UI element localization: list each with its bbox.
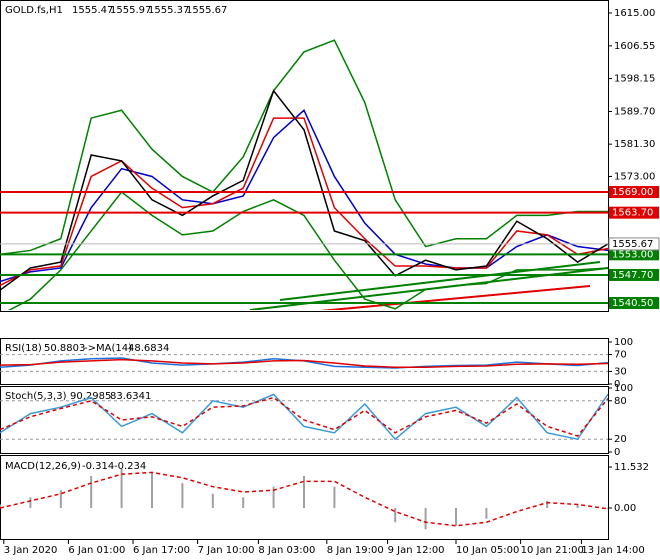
level-tag-label: 1563.70 — [612, 208, 653, 219]
histogram-bar — [424, 507, 427, 530]
current-price-tag — [608, 237, 660, 251]
panel — [0, 354, 608, 372]
series-line — [0, 471, 608, 527]
y-tick-label: 1573.00 — [614, 171, 655, 182]
histogram-bar — [485, 507, 488, 519]
ohlc-value: 1555.37 — [148, 5, 189, 16]
level-tag-label: 1547.70 — [612, 270, 653, 281]
histogram-bar — [576, 504, 579, 508]
histogram-bar — [333, 486, 336, 508]
y-tick-label: 11.532 — [614, 462, 649, 473]
panel — [0, 468, 608, 530]
x-tick-label: 13 Jan 14:00 — [581, 545, 644, 556]
x-tick-label: 6 Jan 01:00 — [68, 545, 125, 556]
histogram-bar — [211, 493, 214, 508]
x-tick-label: 9 Jan 12:00 — [388, 545, 445, 556]
level-tag-label: 1569.00 — [612, 187, 653, 198]
series-line — [0, 357, 608, 369]
histogram-bar — [607, 507, 608, 510]
level-tag-label: 1553.00 — [612, 249, 653, 260]
series-line — [0, 396, 608, 437]
y-tick-label: 1615.00 — [614, 8, 655, 19]
macd-value: -0.234 — [114, 461, 146, 472]
stoch-value: 90.2985 — [70, 391, 111, 402]
histogram-bar — [151, 472, 153, 508]
stoch-frame — [0, 386, 609, 454]
y-tick-label: 100 — [614, 383, 633, 394]
ohlc-value: 1555.97 — [110, 5, 151, 16]
histogram-bar — [120, 468, 123, 508]
series-line — [0, 89, 608, 291]
y-tick-label: 1589.70 — [614, 106, 655, 117]
y-tick-label: 30 — [614, 366, 627, 377]
x-tick-label: 10 Jan 05:00 — [456, 545, 519, 556]
y-tick-label: 80 — [614, 396, 627, 407]
series-line — [0, 109, 608, 283]
histogram-bar — [242, 497, 245, 508]
macd-frame — [0, 455, 609, 540]
panel — [0, 393, 608, 441]
panel — [0, 39, 608, 310]
level-tag-label: 1540.50 — [612, 298, 653, 309]
histogram-bar — [59, 490, 62, 508]
histogram-bar — [546, 500, 549, 508]
y-tick-label: 0.00 — [614, 503, 636, 514]
x-tick-label: 6 Jan 17:00 — [133, 545, 190, 556]
series-line — [0, 117, 608, 287]
y-tick-label: 1606.55 — [614, 41, 655, 52]
rsi-frame — [0, 338, 609, 385]
symbol-label: GOLD.fs,H1 — [5, 5, 63, 16]
level-tag — [609, 206, 659, 219]
series-line — [0, 39, 608, 256]
rsi-label: RSI(18) — [5, 343, 42, 354]
x-tick-label: 10 Jan 21:00 — [521, 545, 584, 556]
x-tick-label: 7 Jan 10:00 — [198, 545, 255, 556]
x-tick-label: 8 Jan 19:00 — [327, 545, 384, 556]
histogram-bar — [90, 475, 93, 508]
level-tag — [609, 296, 659, 309]
macd-value: -0.314 — [82, 461, 114, 472]
x-tick-label: 3 Jan 2020 — [4, 545, 58, 556]
y-tick-label: 1598.15 — [614, 74, 655, 85]
x-tick-label: 8 Jan 03:00 — [258, 545, 315, 556]
y-tick-label: 0 — [614, 379, 620, 390]
series-line — [0, 358, 608, 368]
histogram-bar — [394, 507, 397, 523]
y-tick-label: 100 — [614, 337, 633, 348]
stoch-value: 83.6341 — [110, 391, 151, 402]
rsi-value: 50.8803 — [44, 343, 85, 354]
level-tag — [609, 248, 659, 261]
histogram-bar — [272, 486, 275, 508]
ohlc-value: 1555.67 — [186, 5, 227, 16]
y-tick-label: 70 — [614, 350, 627, 361]
trend-line — [279, 261, 601, 301]
rsi-ma-value: 48.6834 — [128, 343, 169, 354]
histogram-bar — [181, 483, 184, 508]
histogram-bar — [29, 497, 32, 508]
y-tick-label: 20 — [614, 434, 627, 445]
histogram-bar — [0, 504, 1, 508]
macd-label: MACD(12,26,9) — [5, 461, 81, 472]
histogram-bar — [303, 475, 305, 508]
y-tick-label: 1581.30 — [614, 139, 655, 150]
trend-line — [319, 285, 591, 310]
level-tag — [609, 186, 659, 199]
current-price-label: 1555.67 — [612, 239, 653, 250]
ohlc-value: 1555.47 — [72, 5, 113, 16]
stoch-label: Stoch(5,3,3) — [5, 391, 67, 402]
level-tag — [609, 268, 659, 281]
y-tick-label: 0 — [614, 447, 620, 458]
main-frame — [0, 0, 609, 312]
rsi-ma-label: ->MA(14) — [84, 343, 132, 354]
histogram-bar — [455, 507, 457, 526]
